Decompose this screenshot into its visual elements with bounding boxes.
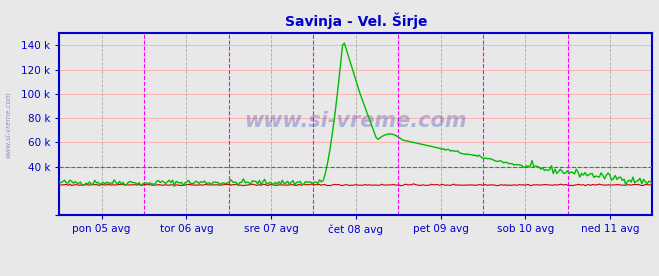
Text: www.si-vreme.com: www.si-vreme.com [244, 111, 467, 131]
Text: www.si-vreme.com: www.si-vreme.com [5, 91, 11, 158]
Title: Savinja - Vel. Širje: Savinja - Vel. Širje [285, 13, 427, 29]
